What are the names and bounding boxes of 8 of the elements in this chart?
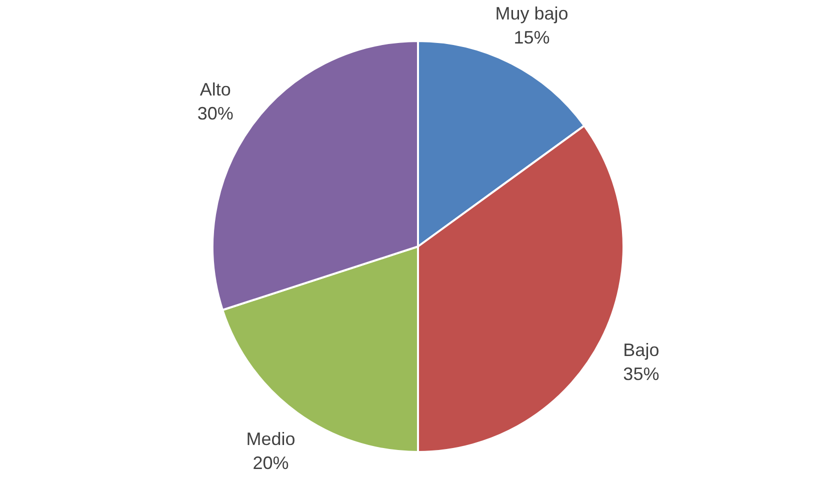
data-label: 35% [623, 364, 660, 384]
slice-label: Bajo [623, 340, 660, 360]
data-label: 20% [252, 453, 289, 474]
slice-label: Muy bajo [495, 3, 568, 24]
slice-label: Alto [200, 79, 231, 100]
slice-label: Medio [246, 429, 296, 450]
data-label: 30% [197, 103, 234, 124]
data-label: 15% [514, 27, 550, 48]
